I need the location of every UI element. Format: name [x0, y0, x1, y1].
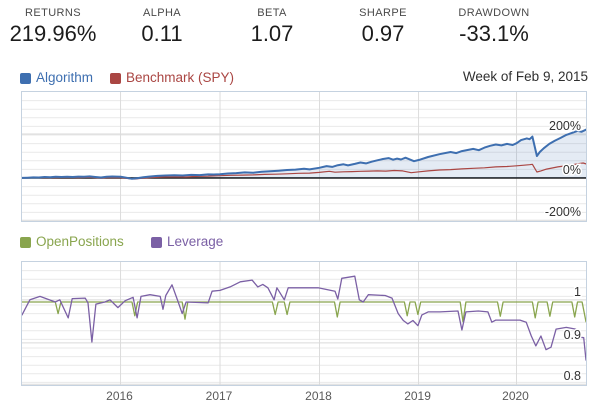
stat-alpha: ALPHA 0.11	[109, 6, 215, 47]
stat-value: -33.1%	[459, 21, 529, 46]
x-tick-label: 2020	[502, 389, 529, 403]
exposure-chart[interactable]: 1 0.9 0.8	[21, 261, 587, 386]
legend-label: Leverage	[167, 234, 224, 249]
legend-label: Benchmark (SPY)	[126, 70, 235, 85]
stat-label: SHARPE	[359, 7, 407, 19]
x-axis-labels: 2016 2017 2018 2019 2020	[21, 389, 587, 405]
leverage-swatch-icon	[151, 236, 162, 248]
y-tick-label: -200%	[545, 205, 581, 219]
legend-label: OpenPositions	[36, 234, 124, 249]
stat-value: 0.97	[361, 21, 405, 46]
x-tick-label: 2016	[106, 389, 133, 403]
x-tick-label: 2017	[205, 389, 233, 403]
stat-beta: BETA 1.07	[219, 6, 325, 47]
leverage-line	[22, 275, 586, 361]
y-tick-label: 0.9	[564, 328, 581, 342]
stat-label: BETA	[257, 7, 287, 19]
algorithm-swatch-icon	[20, 72, 31, 84]
stat-sharpe: SHARPE 0.97	[330, 6, 436, 47]
legend-item-benchmark[interactable]: Benchmark (SPY)	[110, 70, 234, 86]
stat-returns: RETURNS 219.96%	[0, 6, 106, 47]
stat-value: 219.96%	[9, 21, 97, 46]
legend-item-algorithm[interactable]: Algorithm	[20, 70, 93, 86]
stat-label: DRAWDOWN	[458, 7, 530, 19]
x-tick-label: 2019	[404, 389, 431, 403]
exposure-chart-canvas: 1 0.9 0.8	[22, 262, 586, 385]
stat-value: 1.07	[250, 21, 294, 46]
y-tick-label: 200%	[549, 119, 581, 133]
date-readout: Week of Feb 9, 2015	[462, 69, 588, 84]
y-tick-label: 1	[574, 285, 581, 299]
stat-label: ALPHA	[142, 7, 182, 19]
performance-chart-canvas: 200% 0% -200%	[22, 92, 586, 221]
algorithm-line	[22, 128, 586, 180]
legend-item-leverage[interactable]: Leverage	[151, 234, 223, 250]
openpositions-line	[22, 301, 586, 323]
open-positions-swatch-icon	[20, 236, 31, 248]
y-tick-label: 0.8	[564, 369, 581, 383]
legend-item-open-positions[interactable]: OpenPositions	[20, 234, 124, 250]
benchmark-swatch-icon	[110, 72, 121, 84]
stat-value: 0.11	[141, 21, 183, 46]
stat-label: RETURNS	[25, 7, 81, 19]
y-tick-label: 0%	[563, 163, 581, 177]
legend-label: Algorithm	[36, 70, 94, 85]
stat-drawdown: DRAWDOWN -33.1%	[441, 6, 547, 47]
performance-chart[interactable]: 200% 0% -200%	[21, 91, 587, 222]
x-tick-label: 2018	[305, 389, 332, 403]
algorithm-area	[22, 129, 586, 179]
